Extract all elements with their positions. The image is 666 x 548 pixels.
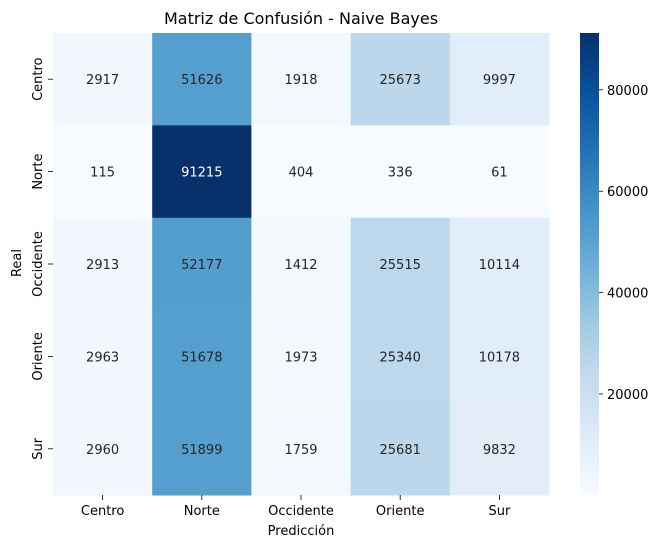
heatmap-cell	[251, 402, 352, 496]
heatmap-cell	[152, 310, 252, 404]
cell-value-label: 2960	[86, 443, 119, 458]
cell-value-label: 25515	[380, 258, 421, 273]
x-tick-label: Centro	[81, 504, 124, 519]
cell-value-label: 2913	[86, 258, 119, 273]
cell-value-label: 1759	[284, 443, 317, 458]
x-axis-ticks: Centro Norte Occidente Oriente Sur	[81, 495, 511, 519]
y-tick-label: Oriente	[31, 332, 46, 381]
heatmap-cell	[350, 33, 451, 126]
cell-value-label: 1918	[284, 73, 317, 88]
cell-value-label: 61	[491, 166, 508, 181]
cell-value-label: 1412	[284, 258, 317, 273]
heatmap-cell	[449, 402, 550, 496]
cell-value-label: 10114	[479, 258, 520, 273]
heatmap-cell	[449, 310, 550, 404]
heatmap-cell	[251, 217, 352, 311]
y-tick-label: Sur	[31, 437, 46, 459]
cell-value-label: 52177	[181, 258, 222, 273]
cell-value-label: 336	[388, 166, 413, 181]
heatmap-cell	[251, 310, 352, 404]
cell-value-label: 91215	[181, 166, 222, 181]
heatmap-cell	[449, 33, 550, 126]
cell-value-label: 2963	[86, 350, 119, 365]
colorbar-tick-label: 20000	[607, 388, 648, 403]
heatmap-cell	[152, 402, 252, 496]
heatmap-cell	[53, 310, 153, 404]
x-tick-label: Norte	[184, 504, 220, 519]
heatmap-cells: 2917 51626 1918 25673 9997 115 91215 404 336 61 29…	[53, 33, 550, 496]
heatmap-cell	[350, 217, 451, 311]
cell-value-label: 51626	[181, 73, 222, 88]
heatmap-cell	[53, 33, 153, 126]
x-tick-label: Oriente	[376, 504, 425, 519]
heatmap-cell	[251, 33, 352, 126]
heatmap-cell	[53, 402, 153, 496]
heatmap-cell	[152, 217, 252, 311]
heatmap-cell	[350, 125, 451, 219]
cell-value-label: 10178	[479, 350, 520, 365]
cell-value-label: 25340	[380, 350, 421, 365]
y-axis-ticks: Centro Norte Occidente Oriente Sur	[31, 57, 53, 460]
y-tick-label: Centro	[31, 57, 46, 100]
heatmap-cell	[350, 310, 451, 404]
chart-title: Matriz de Confusión - Naive Bayes	[164, 9, 438, 28]
heatmap-cell	[53, 125, 153, 219]
y-tick-label: Norte	[31, 154, 46, 190]
colorbar-tick-label: 40000	[607, 287, 648, 302]
cell-value-label: 2917	[86, 73, 119, 88]
x-tick-label: Occidente	[268, 504, 334, 519]
colorbar-gradient	[580, 33, 599, 495]
heatmap-cell	[152, 33, 252, 126]
cell-value-label: 404	[289, 166, 314, 181]
y-tick-label: Occidente	[31, 231, 46, 297]
heatmap-cell	[449, 125, 550, 219]
cell-value-label: 25681	[380, 443, 421, 458]
cell-value-label: 1973	[284, 350, 317, 365]
heatmap-cell	[350, 402, 451, 496]
x-tick-label: Sur	[488, 504, 510, 519]
cell-value-label: 51899	[181, 443, 222, 458]
heatmap-cell	[152, 125, 252, 219]
x-axis-label: Predicción	[268, 524, 335, 539]
heatmap-cell	[251, 125, 352, 219]
cell-value-label: 9997	[483, 73, 516, 88]
colorbar-tick-label: 80000	[607, 84, 648, 99]
heatmap-cell	[449, 217, 550, 311]
cell-value-label: 51678	[181, 350, 222, 365]
y-axis-label: Real	[10, 249, 25, 277]
cell-value-label: 115	[90, 166, 115, 181]
cell-value-label: 25673	[380, 73, 421, 88]
heatmap-cell	[53, 217, 153, 311]
cell-value-label: 9832	[483, 443, 516, 458]
colorbar-tick-label: 60000	[607, 185, 648, 200]
colorbar: 20000 40000 60000 80000	[580, 33, 648, 495]
